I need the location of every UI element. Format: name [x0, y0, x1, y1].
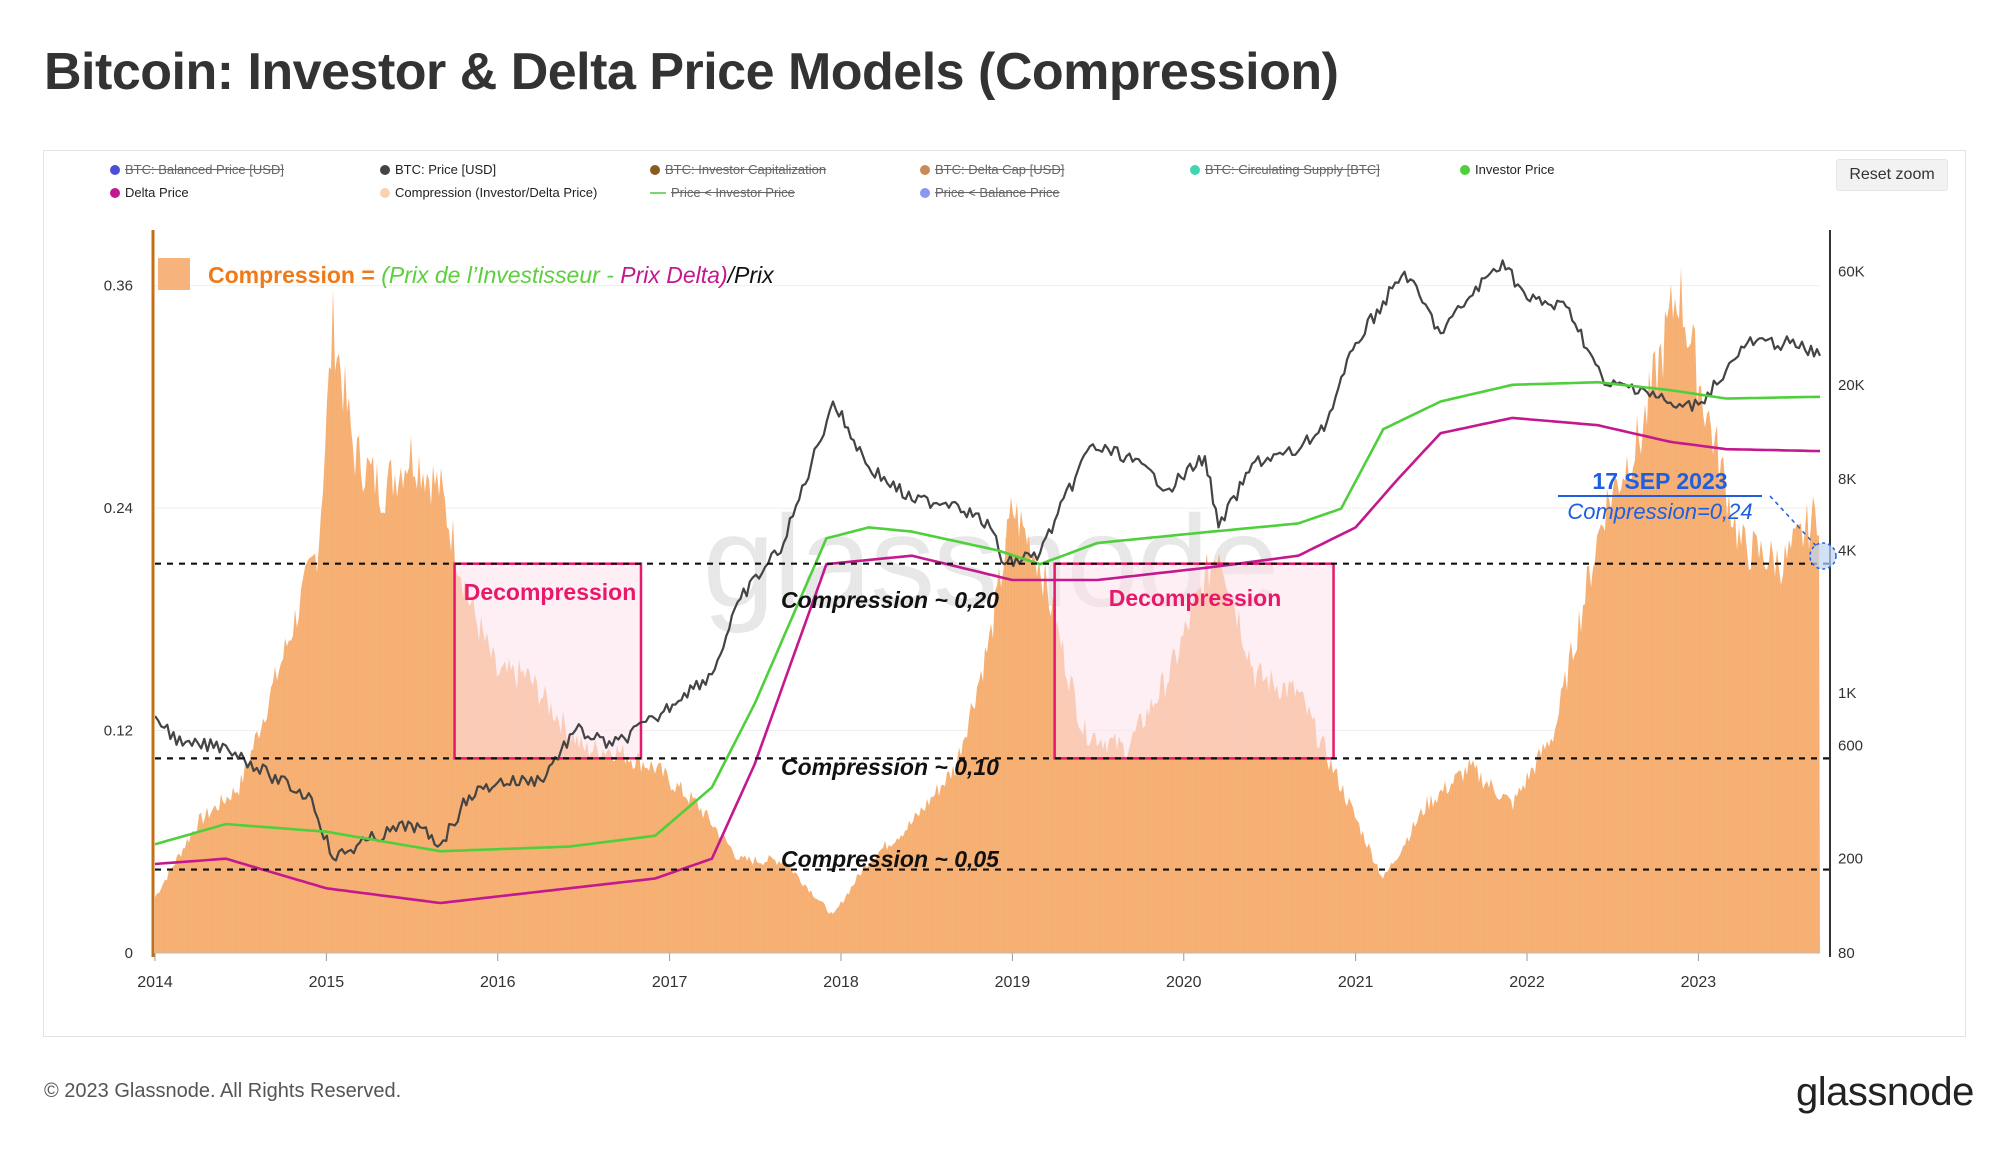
decompression-zone-2 — [1053, 562, 1335, 760]
legend-item[interactable]: Investor Price — [1460, 162, 1554, 177]
legend-item[interactable]: Compression (Investor/Delta Price) — [380, 185, 597, 200]
x-tick-label: 2018 — [823, 974, 859, 991]
legend-label: Investor Price — [1475, 162, 1555, 177]
legend-swatch — [650, 164, 660, 175]
x-tick-label: 2015 — [309, 974, 345, 991]
page-title: Bitcoin: Investor & Delta Price Models (… — [44, 43, 1339, 101]
legend-item[interactable]: Price < Investor Price — [650, 185, 795, 200]
legend-label: BTC: Delta Cap [USD] — [935, 162, 1065, 177]
x-tick-label: 2021 — [1338, 974, 1374, 991]
legend-swatch — [650, 191, 666, 194]
legend-swatch — [110, 187, 120, 198]
decompression-label-1: Decompression — [464, 579, 637, 605]
x-tick-label: 2022 — [1509, 974, 1545, 991]
level-label-005: Compression ~ 0,05 — [781, 846, 1000, 872]
y-right-tick-label: 60K — [1838, 264, 1865, 281]
formula-eq: = — [355, 262, 381, 288]
level-label-010: Compression ~ 0,10 — [781, 754, 999, 780]
formula-open: ( — [381, 262, 391, 288]
legend-item[interactable]: BTC: Delta Cap [USD] — [920, 162, 1064, 177]
callout-date: 17 SEP 2023 — [1592, 468, 1727, 494]
legend-label: Price < Balance Price — [935, 185, 1060, 200]
y-left-tick-label: 0.24 — [104, 500, 133, 517]
legend-item[interactable]: BTC: Circulating Supply [BTC] — [1190, 162, 1380, 177]
legend-label: BTC: Investor Capitalization — [665, 162, 827, 177]
y-right-tick-label: 20K — [1838, 377, 1865, 394]
callout-marker — [1809, 542, 1837, 570]
x-tick-label: 2020 — [1166, 974, 1202, 991]
y-right-tick-label: 200 — [1838, 851, 1863, 868]
legend-item[interactable]: Price < Balance Price — [920, 185, 1060, 200]
legend-label: Price < Investor Price — [671, 185, 795, 200]
compression-area — [155, 267, 1820, 954]
formula-swatch — [158, 258, 190, 290]
y-right-tick-label: 8K — [1838, 471, 1856, 488]
level-label-020: Compression ~ 0,20 — [781, 587, 999, 613]
decompression-label-2: Decompression — [1109, 585, 1282, 611]
y-right-tick-label: 1K — [1838, 685, 1856, 702]
investor-price-line — [155, 380, 1821, 853]
x-tick-label: 2023 — [1681, 974, 1717, 991]
y-left-tick-label: 0.12 — [104, 723, 133, 740]
formula-delta: Prix Delta — [620, 262, 720, 288]
legend: BTC: Balanced Price [USD] BTC: Price [USD… — [110, 162, 1820, 206]
reference-lines — [155, 562, 1834, 871]
x-tick-label: 2017 — [652, 974, 688, 991]
legend-swatch — [110, 164, 120, 175]
axes: 0 0.12 0.24 0.36 80 200 600 1K 4K 8K 20K 60K 2014 201… — [104, 230, 1865, 991]
x-tick-label: 2014 — [137, 974, 173, 991]
legend-label: Delta Price — [125, 185, 189, 200]
legend-swatch — [380, 164, 390, 175]
y-right-tick-label: 4K — [1838, 542, 1856, 559]
legend-label: BTC: Circulating Supply [BTC] — [1205, 162, 1380, 177]
legend-item[interactable]: Delta Price — [110, 185, 189, 200]
decompression-zone-1 — [453, 562, 643, 760]
y-left-tick-label: 0 — [125, 945, 133, 962]
y-right-tick-label: 600 — [1838, 738, 1863, 755]
y-left-tick-label: 0.36 — [104, 278, 133, 295]
y-right-tick-label: 80 — [1838, 945, 1855, 962]
formula-investor: Prix de l’Investisseur — [389, 262, 601, 288]
formula-text: Compression = (Prix de l’Investisseur - … — [208, 262, 775, 288]
legend-swatch — [920, 187, 930, 198]
btc-price-line — [155, 259, 1822, 862]
decompression-zones — [453, 562, 1335, 760]
footer-copyright: © 2023 Glassnode. All Rights Reserved. — [44, 1080, 402, 1102]
legend-swatch — [380, 187, 390, 198]
legend-label: BTC: Price [USD] — [395, 162, 497, 177]
reset-zoom-button[interactable]: Reset zoom — [1836, 159, 1948, 191]
footer-logo: glassnode — [1796, 1070, 1974, 1114]
legend-swatch — [1190, 164, 1200, 175]
legend-swatch — [1460, 164, 1470, 175]
x-tick-label: 2019 — [995, 974, 1031, 991]
formula-close: ) — [717, 262, 728, 288]
legend-item[interactable]: BTC: Price [USD] — [380, 162, 496, 177]
callout-value: Compression=0,24 — [1567, 499, 1752, 524]
legend-item[interactable]: BTC: Investor Capitalization — [650, 162, 826, 177]
formula-lead: Compression — [208, 262, 355, 288]
legend-item[interactable]: BTC: Balanced Price [USD] — [110, 162, 284, 177]
formula-minus: - — [600, 262, 620, 288]
x-tick-label: 2016 — [480, 974, 516, 991]
callout-leader — [1769, 495, 1819, 549]
legend-label: BTC: Balanced Price [USD] — [125, 162, 284, 177]
delta-price-line — [155, 416, 1821, 905]
legend-swatch — [920, 164, 930, 175]
callout: 17 SEP 2023 Compression=0,24 — [1558, 468, 1837, 570]
price-lines-layer — [155, 259, 1822, 905]
legend-label: Compression (Investor/Delta Price) — [395, 185, 598, 200]
formula-tail: /Prix — [726, 262, 776, 288]
